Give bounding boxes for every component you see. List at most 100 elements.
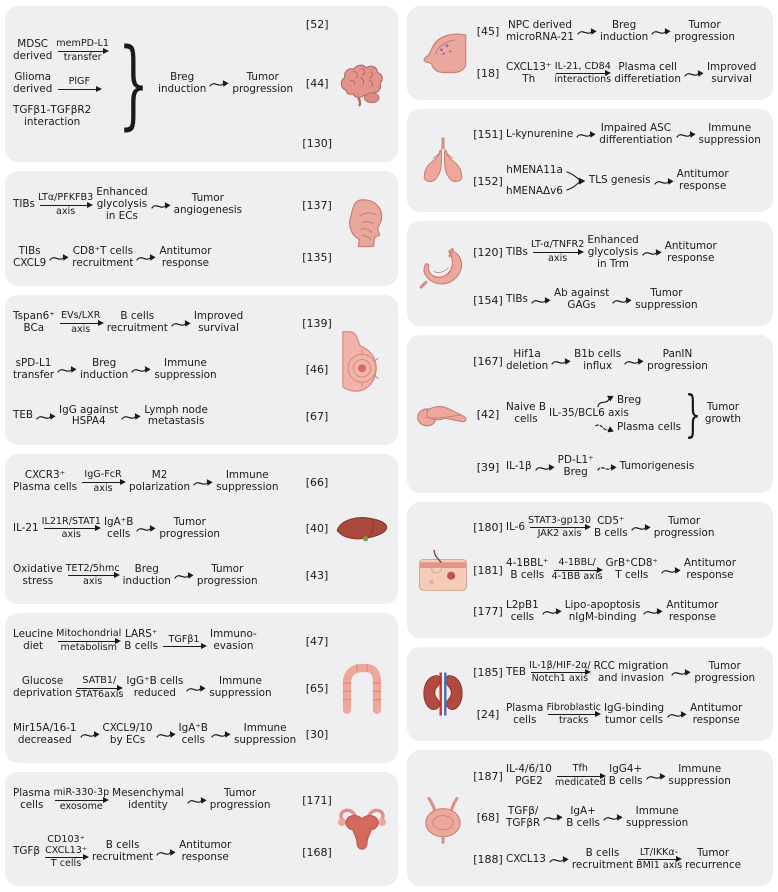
arrow-label: miR-330-3p — [53, 787, 110, 799]
dashed-arrow-icon — [593, 417, 617, 437]
pathway-node: sPD-L1 transfer — [13, 356, 55, 381]
arrow-label: STAT3-gp130 — [528, 514, 591, 526]
pathway-node: CXCR3⁺ Plasma cells — [13, 469, 78, 494]
arrow-shaft — [530, 524, 591, 531]
brain-icon — [334, 14, 390, 154]
pathway-row: [18] CXCL13⁺ Th IL-21, CD84 interactions Plas… — [473, 60, 765, 86]
pathway-node: Impaired ASC differentiation — [599, 121, 673, 146]
citation-column: [52] [44] [130] — [302, 14, 332, 154]
pathway-chain: TGFβ CD103⁺ CXCL13⁺ T cells B cells recruitme… — [13, 834, 299, 870]
curvy-arrow-icon — [667, 708, 687, 721]
pathway-chain: TIBs LTα/PFKFB3 axis Enhanced glycolysis in E… — [13, 186, 299, 223]
curvy-arrow-icon — [684, 67, 704, 80]
citation-ref: [30] — [305, 728, 329, 742]
pathway-node: Tumor progression — [653, 515, 715, 539]
citation-ref: [139] — [302, 316, 332, 330]
pathway-node: Tumor suppression — [635, 287, 698, 312]
curvy-arrow-icon — [603, 811, 623, 824]
pathway-node: MDSC derived — [13, 38, 53, 63]
pathway-node: CD8⁺T cells recruitment — [72, 244, 134, 269]
citation-ref: [167] — [473, 354, 503, 368]
pathway-row: [152] hMENA11a hMENAΔv6 TLS genesis Antitumo… — [473, 164, 765, 198]
pathway-node: Hif1a deletion — [506, 348, 549, 373]
curvy-arrow-icon — [543, 811, 563, 824]
pathway-rows: [187] IL-4/6/10 PGE2 Tfh medicated IgG4+ B cel… — [473, 758, 765, 878]
pathway-chain: NPC derived microRNA-21 Breg induction Tumor… — [506, 19, 765, 44]
arrow-label: LT/IKKα- — [639, 846, 679, 858]
citation-ref: [177] — [473, 605, 503, 619]
pathway-node: Tumor progression — [196, 562, 258, 587]
pathway-node: L2pB1 cells — [506, 599, 539, 623]
pathway-chain: TEB IL-1β/HIF-2α/Notch1 axis RCC migration… — [506, 660, 765, 685]
pathway-chain: IL-4/6/10 PGE2 Tfh medicated IgG4+ B cells Imm… — [506, 763, 765, 788]
pathway-row: Plasma cells miR-330-3p exosome Mesenchymal i… — [13, 787, 332, 812]
citation-ref: [46] — [305, 363, 329, 377]
pathway-node: Antitumor response — [179, 839, 232, 864]
pathway-node: Improved survival — [706, 60, 757, 85]
curvy-arrow-icon — [121, 410, 141, 423]
arrow-label: SATB1/ — [82, 675, 117, 687]
pathway-node: Plasma cells — [506, 702, 544, 726]
labeled-arrow: LT/IKKα- BMI1 axis — [636, 846, 683, 872]
citation-ref: [24] — [476, 708, 500, 722]
curvy-arrow-icon — [193, 476, 213, 489]
arrow-label: Fibroblastic — [546, 701, 601, 713]
curvy-arrow-icon — [642, 246, 662, 259]
arrow-label: EVs/LXR — [60, 310, 101, 322]
curvy-arrow-icon — [79, 728, 100, 741]
citation-ref: [154] — [473, 293, 503, 307]
arrow-shaft — [45, 854, 90, 861]
branch-top: Breg — [595, 394, 641, 408]
curvy-arrow-icon — [171, 317, 191, 330]
arrow-label: CD103⁺ CXCL13⁺ — [45, 834, 87, 856]
pathway-node: CXCL13 — [506, 852, 546, 865]
pathway-node: Leucine diet — [13, 628, 54, 653]
pathway-row: TIBs LTα/PFKFB3 axis Enhanced glycolysis in E… — [13, 186, 332, 223]
citation-ref: [120] — [473, 246, 503, 260]
converging-arrows-icon — [566, 166, 586, 196]
pathway-node: Lymph node metastasis — [144, 403, 208, 428]
curvy-arrow-icon — [186, 682, 206, 695]
merge-brace-icon: } — [684, 385, 701, 444]
arrow-label: LTα/PFKFB3 — [37, 192, 94, 204]
pathway-node: GrB⁺CD8⁺ T cells — [605, 557, 658, 582]
merge-brace-icon: } — [118, 27, 149, 140]
citation-ref: [135] — [302, 251, 332, 265]
arrow-label: LT-α/TNFR2 — [530, 239, 585, 251]
panel-lungs: [151] L-kynurenine Impaired ASC differentia… — [407, 108, 773, 212]
labeled-arrow: 4-1BBL/4-1BB axis — [551, 557, 603, 582]
pathway-row: [187] IL-4/6/10 PGE2 Tfh medicated IgG4+ B cel… — [473, 763, 765, 788]
pathway-node: Antitumor response — [666, 599, 719, 623]
pathway-node: IL-35/BCL6 axis — [549, 407, 629, 420]
citation-ref: [45] — [476, 25, 500, 39]
labeled-arrow: TET2/5hmc axis — [66, 563, 120, 588]
arrow-shaft — [556, 772, 606, 779]
pathway-row: [39] IL-1β PD-L1⁺ Breg Tumorigenesis — [473, 454, 765, 479]
arrow-label: axis — [83, 576, 103, 588]
arrow-shaft — [531, 669, 591, 676]
arrow-label: Notch1 axis — [531, 673, 589, 685]
colon-icon — [334, 621, 390, 755]
kidney-icon — [415, 655, 471, 733]
arrow-shaft — [58, 637, 122, 644]
node-stack: hMENA11a hMENAΔv6 — [506, 164, 563, 198]
arrow-shaft — [55, 796, 109, 803]
citation-ref: [66] — [305, 475, 329, 489]
pathway-node: Plasma cells — [13, 787, 51, 812]
arrow-label: 4-1BB axis — [551, 570, 603, 582]
arrow-shaft — [39, 201, 94, 208]
citation-ref: [151] — [473, 128, 503, 142]
curvy-arrow-icon — [49, 251, 69, 264]
uterus-icon — [334, 780, 390, 878]
pathway-node: Breg induction — [80, 356, 129, 381]
curvy-arrow-icon — [174, 569, 194, 582]
curvy-arrow-icon — [187, 794, 207, 807]
pathway-rows: [151] L-kynurenine Impaired ASC differentia… — [473, 117, 765, 204]
skin-icon — [415, 510, 471, 630]
pathway-node: Tumor progression — [159, 515, 221, 540]
right-column: [45] NPC derived microRNA-21 Breg induction T… — [407, 6, 773, 886]
citation-ref: [187] — [473, 769, 503, 783]
labeled-arrow: Tfh medicated — [555, 763, 606, 788]
pathway-rows: TIBs LTα/PFKFB3 axis Enhanced glycolysis in E… — [13, 179, 332, 278]
